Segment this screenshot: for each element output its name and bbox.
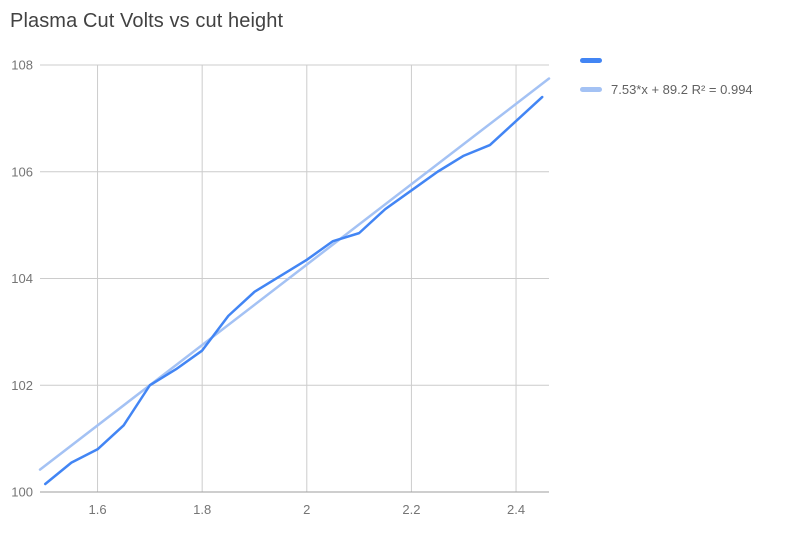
x-axis-tick-label: 2.4 xyxy=(507,502,525,517)
y-axis-tick-label: 102 xyxy=(11,378,33,393)
legend-item-trendline: 7.53*x + 89.2 R² = 0.994 xyxy=(580,82,753,97)
y-axis-tick-label: 100 xyxy=(11,485,33,500)
legend: 7.53*x + 89.2 R² = 0.994 xyxy=(580,55,753,97)
y-axis-tick-label: 104 xyxy=(11,271,33,286)
legend-item-series xyxy=(580,55,753,65)
x-axis-tick-label: 1.8 xyxy=(193,502,211,517)
series-line xyxy=(43,95,544,486)
x-axis-tick-label: 1.6 xyxy=(89,502,107,517)
trendline-legend-label: 7.53*x + 89.2 R² = 0.994 xyxy=(611,82,753,97)
x-axis-tick-label: 2 xyxy=(303,502,310,517)
trendline xyxy=(38,77,551,471)
x-axis-tick-label: 2.2 xyxy=(402,502,420,517)
chart-title: Plasma Cut Volts vs cut height xyxy=(10,10,284,32)
y-axis-tick-label: 106 xyxy=(11,164,33,179)
series-legend-swatch xyxy=(580,57,602,63)
y-axis-tick-label: 108 xyxy=(11,58,33,73)
trendline-legend-swatch xyxy=(580,87,602,92)
